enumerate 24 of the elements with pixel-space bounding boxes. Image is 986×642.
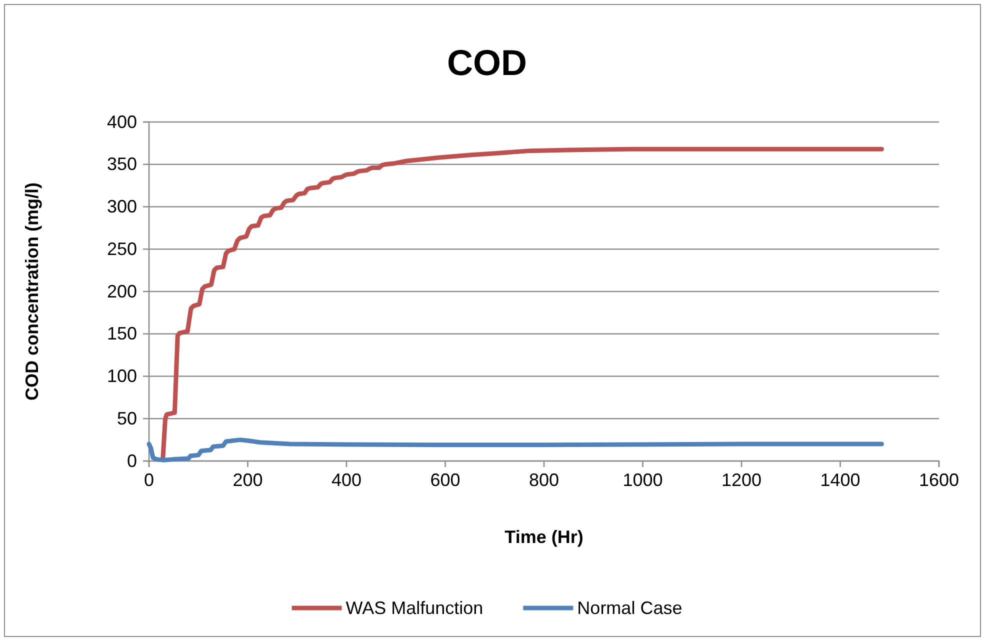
x-tick-label: 200 <box>232 470 263 490</box>
legend-label: Normal Case <box>577 598 682 618</box>
y-tick-label: 150 <box>106 324 137 344</box>
x-tick-label: 1000 <box>622 470 663 490</box>
y-tick-label: 250 <box>106 238 137 259</box>
y-tick-label: 350 <box>106 154 137 174</box>
chart-title: COD <box>447 42 527 83</box>
y-tick-label: 200 <box>106 281 137 302</box>
x-tick-label: 1600 <box>918 470 960 490</box>
y-tick-label: 100 <box>106 366 137 386</box>
line-series <box>146 438 884 462</box>
legend-label: WAS Malfunction <box>346 598 484 618</box>
x-tick-label: 1400 <box>820 470 860 490</box>
x-tick-label: 1200 <box>721 470 762 490</box>
y-tick-label: 50 <box>116 408 137 428</box>
x-tick-label: 600 <box>430 470 460 490</box>
x-axis-title: Time (Hr) <box>504 527 584 547</box>
y-tick-label: 400 <box>106 112 137 132</box>
x-tick-label: 0 <box>144 470 154 490</box>
y-tick-label: 0 <box>126 450 137 471</box>
x-tick-label: 400 <box>331 470 362 490</box>
x-tick-label: 800 <box>528 470 560 490</box>
y-axis-title: COD concentration (mg/l) <box>22 182 42 401</box>
y-tick-label: 300 <box>106 196 137 217</box>
